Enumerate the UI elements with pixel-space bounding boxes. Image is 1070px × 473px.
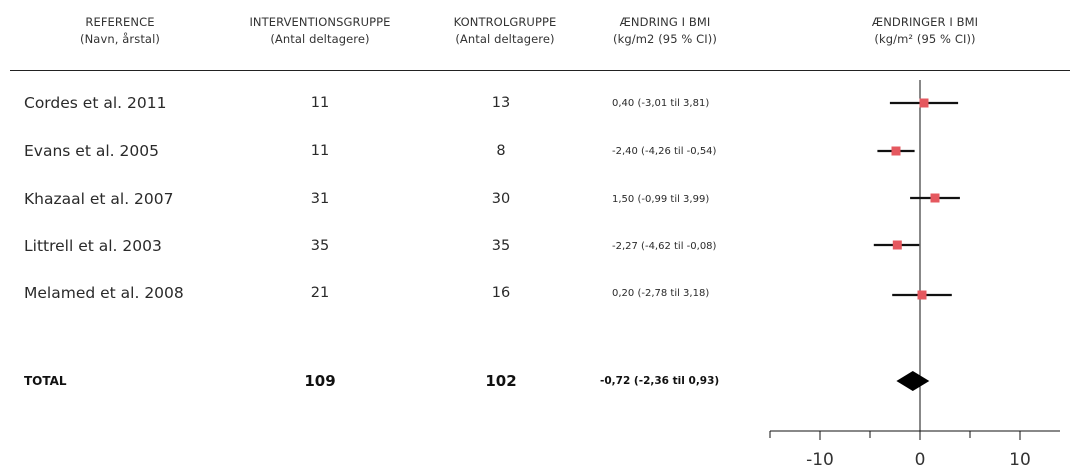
row-ci-text: -2,40 (-4,26 til -0,54) [612,146,717,157]
header-divider [10,70,1070,71]
row-control-n: 13 [491,95,511,111]
row-reference: Melamed et al. 2008 [24,284,184,302]
header-change-sub: (kg/m2 (95 % CI)) [613,32,717,46]
total-label: TOTAL [24,374,67,388]
study-point-marker [892,240,902,250]
row-control-n: 35 [491,238,511,254]
header-control-sub: (Antal deltagere) [455,32,555,46]
header-intervention-title: INTERVENTIONSGRUPPE [249,15,391,29]
study-point-marker [919,98,929,108]
row-reference: Littrell et al. 2003 [24,237,162,255]
x-axis-tick-label: 0 [915,450,926,470]
header-plot-title: ÆNDRINGER I BMI [871,15,979,29]
row-intervention-n: 31 [310,191,330,207]
header-intervention-sub: (Antal deltagere) [270,32,370,46]
row-intervention-n: 11 [310,95,330,111]
header-control-title: KONTROLGRUPPE [453,15,557,29]
row-reference: Evans et al. 2005 [24,142,159,160]
total-control-n: 102 [485,372,517,390]
header-reference-sub: (Navn, årstal) [80,32,160,46]
row-intervention-n: 21 [310,285,330,301]
header-plot: ÆNDRINGER I BMI (kg/m² (95 % CI)) [835,14,1015,48]
x-axis-tick-label: 10 [1009,450,1031,470]
forest-plot: -10 0 10 [769,80,1060,470]
header-reference: REFERENCE (Navn, årstal) [40,14,200,48]
total-ci-text: -0,72 (-2,36 til 0,93) [600,375,720,387]
row-control-n: 16 [491,285,511,301]
row-intervention-n: 11 [310,143,330,159]
header-change: ÆNDRING I BMI (kg/m2 (95 % CI)) [585,14,745,48]
study-point-marker [930,193,940,203]
row-ci-text: 0,20 (-2,78 til 3,18) [612,288,710,299]
header-control: KONTROLGRUPPE (Antal deltagere) [420,14,590,48]
header-reference-title: REFERENCE [85,15,155,29]
header-change-title: ÆNDRING I BMI [619,15,711,29]
row-ci-text: 0,40 (-3,01 til 3,81) [612,98,710,109]
row-control-n: 8 [496,143,506,159]
total-intervention-n: 109 [304,372,336,390]
x-axis-tick-label: -10 [806,450,834,470]
header-plot-sub: (kg/m² (95 % CI)) [874,32,976,46]
row-reference: Cordes et al. 2011 [24,94,167,112]
study-point-marker [917,290,927,300]
row-control-n: 30 [491,191,511,207]
row-ci-text: 1,50 (-0,99 til 3,99) [612,194,710,205]
pooled-diamond [896,371,930,391]
row-reference: Khazaal et al. 2007 [24,190,174,208]
study-point-marker [891,146,901,156]
row-intervention-n: 35 [310,238,330,254]
row-ci-text: -2,27 (-4,62 til -0,08) [612,241,717,252]
header-intervention: INTERVENTIONSGRUPPE (Antal deltagere) [225,14,415,48]
